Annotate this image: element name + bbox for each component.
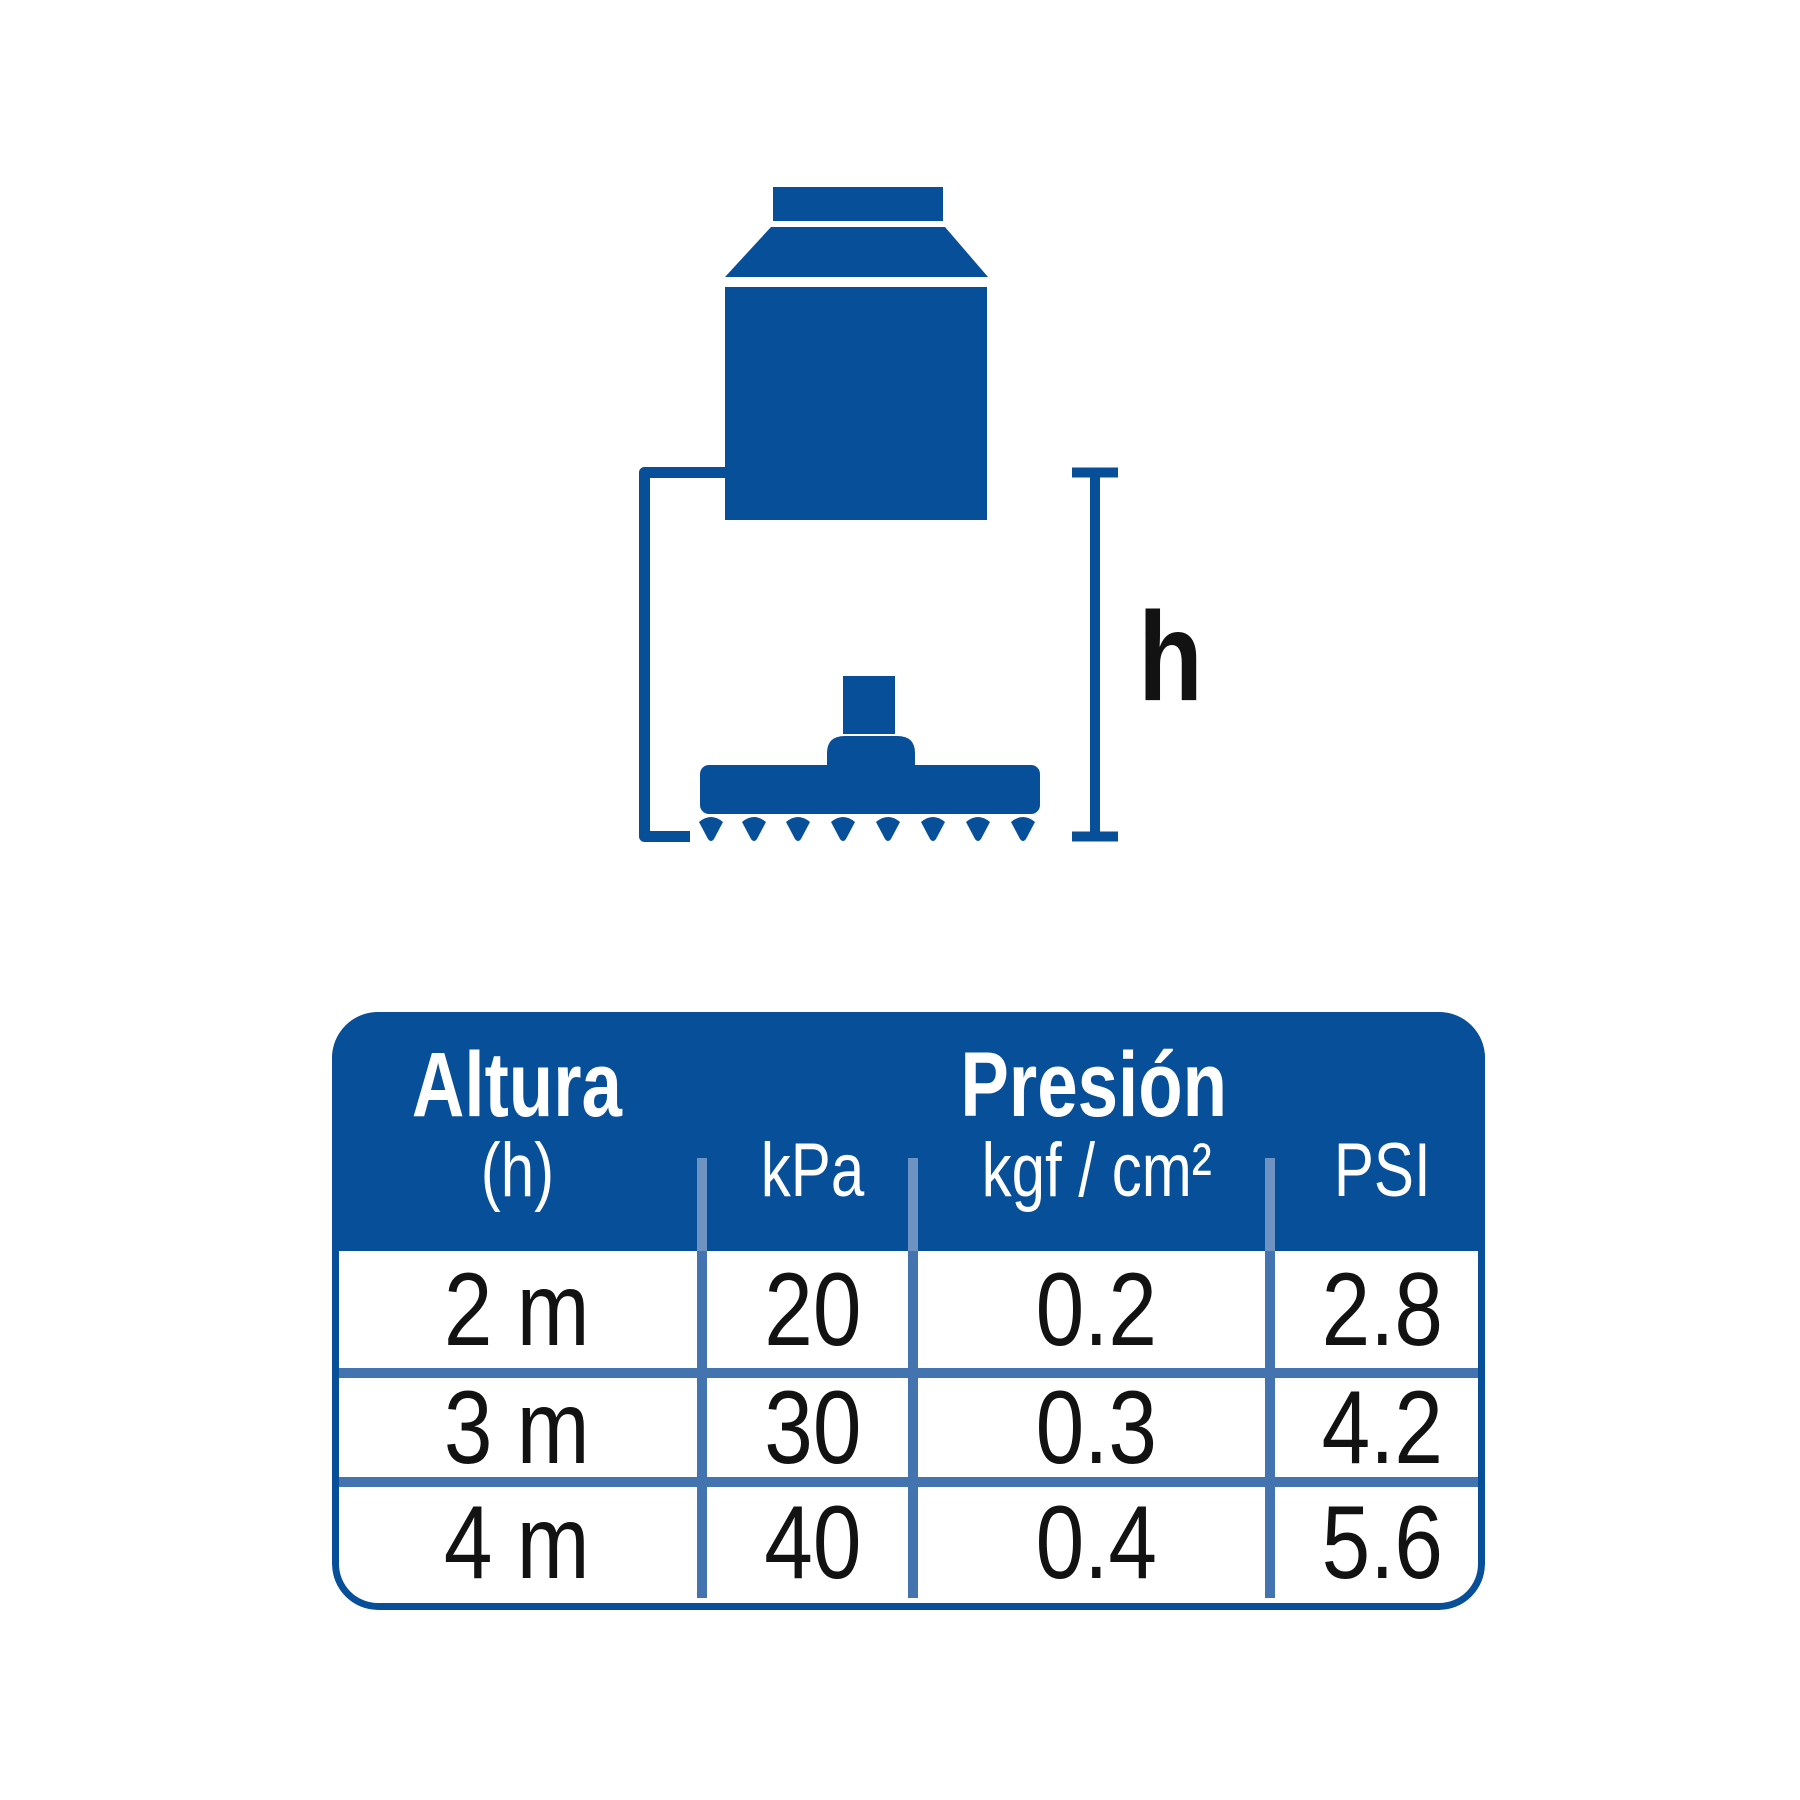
- table-cell-psi: 5.6: [1280, 1478, 1485, 1608]
- table-cell-kgfcm2: 0.3: [923, 1363, 1270, 1493]
- pressure-table: Altura Presión (h) kPa kgf / cm² PSI 2 m…: [332, 1012, 1485, 1610]
- cell-text: 4 m: [444, 1485, 590, 1601]
- table-cell-kpa: 20: [712, 1245, 913, 1375]
- column-header-h-text: (h): [480, 1128, 554, 1213]
- shower-collar: [827, 736, 915, 765]
- altura-title-text: Altura: [412, 1034, 622, 1136]
- tank-cap: [773, 187, 943, 221]
- water-tank-icon: [725, 187, 988, 520]
- shower-plate: [700, 765, 1040, 814]
- column-header-kpa: kPa: [712, 1125, 913, 1217]
- water-drop-icon: [876, 817, 900, 841]
- height-bracket: [639, 467, 726, 842]
- water-drops: [699, 817, 1035, 841]
- height-label: h: [1100, 592, 1240, 722]
- table-cell-altura: 4 m: [332, 1478, 702, 1608]
- table-cell-altura: 2 m: [332, 1245, 702, 1375]
- row-divider: [332, 1477, 1485, 1487]
- column-divider: [908, 1251, 918, 1598]
- cell-text: 4.2: [1321, 1370, 1444, 1486]
- cell-text: 40: [763, 1485, 862, 1601]
- water-drop-icon: [699, 817, 723, 841]
- presion-title-text: Presión: [960, 1034, 1227, 1136]
- shower-head-icon: [699, 676, 1040, 841]
- cell-text: 0.2: [1035, 1252, 1158, 1368]
- column-header-psi: PSI: [1280, 1125, 1485, 1217]
- column-header-kpa-text: kPa: [760, 1128, 865, 1213]
- column-header-kgfcm2: kgf / cm²: [923, 1125, 1270, 1217]
- cell-text: 2.8: [1321, 1252, 1444, 1368]
- cell-text: 0.3: [1035, 1370, 1158, 1486]
- column-group-presion: Presión: [702, 1035, 1485, 1135]
- table-cell-kgfcm2: 0.2: [923, 1245, 1270, 1375]
- column-divider: [697, 1158, 707, 1251]
- table-cell-psi: 2.8: [1280, 1245, 1485, 1375]
- water-drop-icon: [966, 817, 990, 841]
- table-cell-kpa: 40: [712, 1478, 913, 1608]
- column-divider: [697, 1251, 707, 1598]
- cell-text: 2 m: [444, 1252, 590, 1368]
- table-cell-psi: 4.2: [1280, 1363, 1485, 1493]
- column-header-kgfcm2-text: kgf / cm²: [981, 1128, 1212, 1213]
- water-drop-icon: [1011, 817, 1035, 841]
- cell-text: 0.4: [1035, 1485, 1158, 1601]
- column-header-h: (h): [332, 1125, 702, 1217]
- water-drop-icon: [742, 817, 766, 841]
- column-divider: [908, 1158, 918, 1251]
- table-cell-altura: 3 m: [332, 1363, 702, 1493]
- column-divider: [1265, 1158, 1275, 1251]
- water-drop-icon: [921, 817, 945, 841]
- height-measure-line: [1072, 467, 1118, 842]
- shower-stem: [843, 676, 895, 734]
- cell-text: 20: [763, 1252, 862, 1368]
- cell-text: 30: [763, 1370, 862, 1486]
- column-header-psi-text: PSI: [1334, 1128, 1431, 1213]
- column-group-altura: Altura: [332, 1035, 702, 1135]
- water-drop-icon: [786, 817, 810, 841]
- tank-lid: [725, 227, 988, 277]
- column-divider: [1265, 1251, 1275, 1598]
- water-drop-icon: [831, 817, 855, 841]
- cell-text: 3 m: [444, 1370, 590, 1486]
- height-label-text: h: [1137, 586, 1203, 727]
- tank-body: [725, 287, 987, 520]
- cell-text: 5.6: [1321, 1485, 1444, 1601]
- row-divider: [332, 1368, 1485, 1378]
- table-cell-kgfcm2: 0.4: [923, 1478, 1270, 1608]
- table-cell-kpa: 30: [712, 1363, 913, 1493]
- tank-height-diagram: [639, 187, 1118, 842]
